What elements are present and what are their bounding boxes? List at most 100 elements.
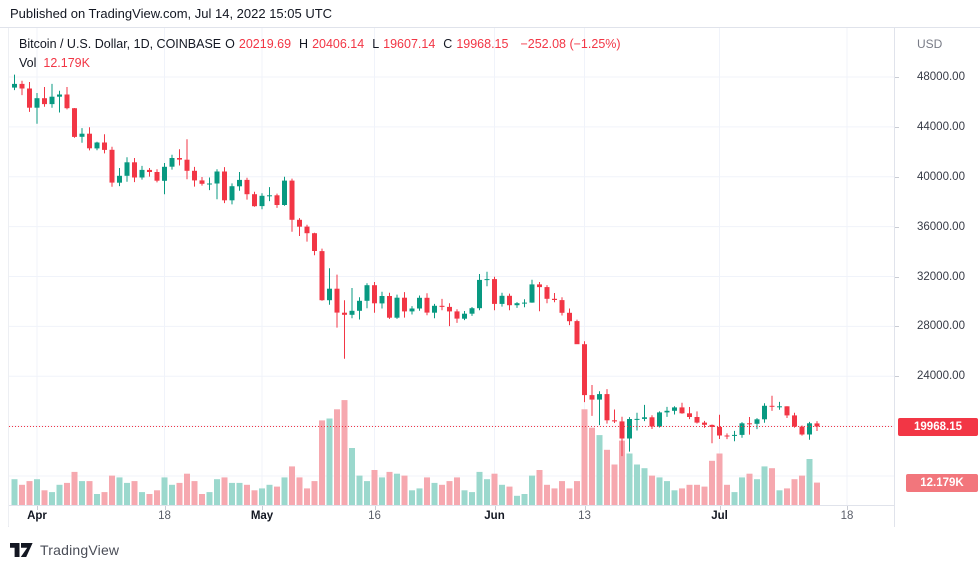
volume-bar — [124, 482, 130, 505]
candle-body — [687, 413, 692, 417]
candle-body — [484, 279, 490, 281]
candle-body — [747, 423, 752, 425]
candle-body — [559, 300, 565, 313]
candle-body — [259, 195, 265, 207]
candle-body — [417, 297, 422, 309]
candle-body — [214, 171, 220, 184]
volume-bar — [596, 435, 603, 505]
price-tickmark — [895, 226, 899, 228]
volume-bar — [424, 477, 430, 505]
candle-body — [177, 158, 182, 160]
volume-bar — [814, 482, 820, 505]
time-tick-label: May — [250, 510, 274, 522]
volume-bar — [746, 473, 753, 505]
volume-bar — [754, 479, 760, 505]
candle-body — [762, 405, 767, 420]
candle-body — [544, 287, 550, 299]
price-tick-label: 24000.00 — [917, 370, 965, 383]
volume-bar — [334, 409, 340, 505]
volume-bar — [64, 482, 70, 505]
candle-body — [162, 166, 167, 181]
candle-body — [124, 162, 130, 176]
volume-bar — [454, 477, 460, 505]
volume-bar — [146, 494, 153, 505]
volume-bar — [341, 400, 348, 505]
candle-body — [664, 410, 670, 413]
time-tickmark — [374, 506, 376, 510]
volume-bar — [619, 440, 625, 505]
ohlc-item: O 20219.69 — [225, 37, 292, 51]
volume-bar — [476, 471, 483, 505]
volume-bar — [319, 420, 325, 505]
volume-bar — [34, 479, 40, 505]
change-value: −252.08 (−1.25%) — [520, 37, 621, 51]
candle-body — [702, 422, 707, 425]
volume-bar — [469, 492, 475, 505]
volume-bar — [536, 470, 543, 505]
volume-bar — [356, 475, 363, 505]
candle-body — [454, 311, 460, 319]
volume-bar — [101, 492, 108, 505]
symbol-title[interactable]: Bitcoin / U.S. Dollar, 1D, COINBASE — [19, 37, 222, 51]
volume-bar — [776, 490, 783, 505]
candle-body — [57, 94, 62, 97]
price-tick-label: 32000.00 — [917, 270, 965, 283]
volume-bar — [716, 453, 723, 505]
candle-body — [717, 427, 722, 436]
volume-bar — [461, 490, 468, 505]
volume-bar — [701, 486, 708, 505]
candle-body — [222, 171, 227, 201]
volume-bar — [731, 492, 738, 505]
candle-body — [237, 179, 242, 187]
candle-body — [552, 298, 557, 300]
volume-bar — [626, 453, 633, 505]
price-axis[interactable]: USD 19968.15 12.179K 48000.00 44000.00 400… — [894, 28, 979, 527]
candle-body — [139, 169, 145, 178]
volume-bar — [259, 488, 265, 505]
time-tick-label: Jul — [711, 510, 728, 522]
candle-body — [814, 423, 820, 427]
volume-value: 12.179K — [43, 56, 90, 70]
candle-body — [402, 297, 407, 312]
time-tickmark — [262, 506, 263, 510]
last-volume-badge: 12.179K — [906, 474, 978, 492]
ohlc-item: L 19607.14 — [372, 37, 436, 51]
volume-bar — [416, 488, 423, 505]
candle-body — [72, 108, 77, 137]
candle-body — [267, 195, 272, 197]
volume-bar — [251, 490, 258, 505]
volume-bar — [304, 488, 310, 505]
candle-body — [49, 96, 55, 105]
tradingview-watermark[interactable]: TradingView — [10, 540, 119, 560]
candle-body — [199, 180, 205, 184]
candle-body — [357, 300, 362, 311]
time-axis[interactable]: Apr 18 May 16 Jun 13 Jul 18 — [9, 505, 894, 527]
candle-body — [537, 284, 542, 288]
candle-body — [807, 423, 812, 435]
volume-bar — [784, 488, 790, 505]
volume-label: Vol — [19, 56, 37, 70]
volume-bar — [791, 479, 798, 505]
candle-body — [387, 296, 392, 318]
volume-bar — [116, 477, 123, 505]
candle-body — [769, 405, 775, 407]
volume-bar — [551, 488, 558, 505]
candle-body — [372, 285, 377, 304]
price-tickmark — [895, 376, 899, 378]
volume-bar — [311, 481, 318, 505]
price-chart[interactable] — [9, 28, 894, 505]
candle-body — [507, 295, 512, 306]
volume-bar — [236, 482, 243, 505]
candle-body — [184, 159, 190, 171]
volume-bar — [574, 481, 580, 505]
price-tick-label: 28000.00 — [917, 320, 965, 333]
candle-body — [447, 306, 452, 312]
candle-body — [27, 88, 32, 108]
volume-bar — [221, 477, 228, 505]
volume-bar — [806, 459, 813, 505]
price-tick-label: 44000.00 — [917, 120, 965, 133]
time-tick-label: 18 — [158, 510, 171, 522]
volume-bar — [41, 490, 48, 505]
volume-bar — [139, 492, 145, 505]
volume-bar — [229, 482, 235, 505]
